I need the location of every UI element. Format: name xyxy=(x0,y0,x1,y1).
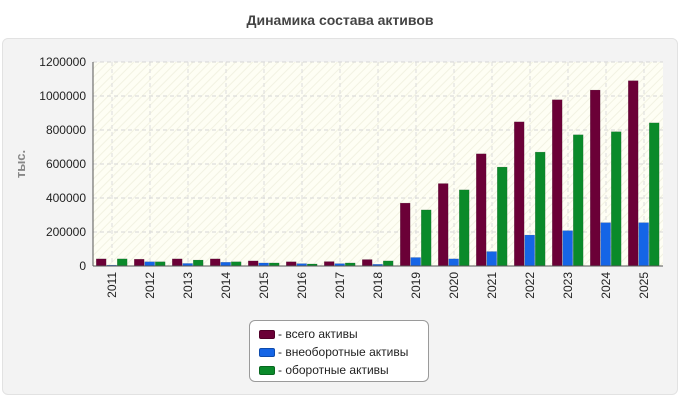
grid-lines xyxy=(93,61,663,266)
bar-current-2019 xyxy=(421,209,432,267)
legend-swatch xyxy=(259,329,275,339)
bar-total-2015 xyxy=(248,260,259,267)
x-tick-label: 2020 xyxy=(447,272,461,299)
x-tick-label: 2019 xyxy=(409,272,423,299)
x-tick-label: 2015 xyxy=(257,272,271,299)
legend-item: - всего активы xyxy=(259,325,428,343)
bar-current-2013 xyxy=(193,259,204,267)
bar-noncurrent-2022 xyxy=(524,234,535,267)
y-tick-label: 1000000 xyxy=(39,89,86,103)
bar-current-2023 xyxy=(573,134,584,267)
x-tick-label: 2017 xyxy=(333,272,347,299)
x-tick-label: 2014 xyxy=(219,272,233,299)
bar-total-2023 xyxy=(552,99,563,267)
x-tick-label: 2018 xyxy=(371,272,385,299)
bar-current-2014 xyxy=(231,261,242,267)
bar-total-2024 xyxy=(590,89,601,267)
x-tick-label: 2021 xyxy=(485,272,499,299)
legend-swatch xyxy=(259,347,275,357)
x-tick-labels: 2011 2012 2013 2014 2015 2016 2017 2018 2019 2020… xyxy=(105,272,651,299)
bar-noncurrent-2014 xyxy=(220,262,231,267)
x-tick-label: 2011 xyxy=(105,272,119,298)
bar-current-2022 xyxy=(535,151,546,267)
bar-current-2020 xyxy=(459,189,470,267)
bar-noncurrent-2023 xyxy=(562,230,573,267)
bar-total-2017 xyxy=(324,261,335,267)
bar-total-2020 xyxy=(438,183,449,267)
bar-total-2016 xyxy=(286,261,297,267)
bar-noncurrent-2024 xyxy=(600,222,611,267)
x-tick-label: 2024 xyxy=(599,272,613,299)
y-tick-label: 200000 xyxy=(46,225,86,239)
bar-current-2025 xyxy=(649,122,660,267)
legend-label: - всего активы xyxy=(278,327,358,341)
bar-noncurrent-2020 xyxy=(448,258,459,267)
bar-current-2012 xyxy=(155,261,166,267)
bar-noncurrent-2021 xyxy=(486,251,497,267)
bar-noncurrent-2019 xyxy=(410,257,421,267)
x-tick-label: 2022 xyxy=(523,272,537,299)
chart-title: Динамика состава активов xyxy=(246,12,434,28)
y-tick-label: 800000 xyxy=(46,123,86,137)
bar-total-2013 xyxy=(172,258,183,267)
bar-total-2019 xyxy=(400,202,411,267)
bar-total-2012 xyxy=(134,258,145,267)
y-tick-label: 1200000 xyxy=(39,55,86,69)
bar-noncurrent-2012 xyxy=(144,261,155,267)
y-tick-label: 600000 xyxy=(46,157,86,171)
bar-total-2025 xyxy=(628,80,639,267)
bar-total-2022 xyxy=(514,121,525,267)
x-tick-label: 2013 xyxy=(181,272,195,299)
legend-label: - внеоборотные активы xyxy=(278,345,409,359)
y-tick-labels: 0 200000 400000 600000 800000 1000000 1200000 xyxy=(39,55,86,273)
chart-legend: - всего активы - внеоборотные активы - обо… xyxy=(249,320,429,382)
legend-item: - внеоборотные активы xyxy=(259,343,428,361)
y-axis-label: тыс. xyxy=(13,150,28,178)
bar-total-2021 xyxy=(476,153,487,267)
bar-noncurrent-2025 xyxy=(638,222,649,267)
legend-label: - оборотные активы xyxy=(278,363,389,377)
bar-total-2011 xyxy=(96,258,107,267)
bar-current-2011 xyxy=(117,258,128,267)
legend-item: - оборотные активы xyxy=(259,361,428,379)
bar-current-2018 xyxy=(383,260,394,267)
bar-current-2024 xyxy=(611,131,622,267)
legend-swatch xyxy=(259,365,275,375)
bar-total-2018 xyxy=(362,259,373,267)
bar-current-2021 xyxy=(497,166,508,267)
bar-total-2014 xyxy=(210,258,221,267)
x-tick-label: 2023 xyxy=(561,272,575,299)
y-tick-label: 0 xyxy=(79,259,86,273)
x-tick-label: 2025 xyxy=(637,272,651,299)
x-tick-label: 2012 xyxy=(143,272,157,299)
axes xyxy=(92,62,663,267)
x-tick-label: 2016 xyxy=(295,272,309,299)
y-tick-label: 400000 xyxy=(46,191,86,205)
